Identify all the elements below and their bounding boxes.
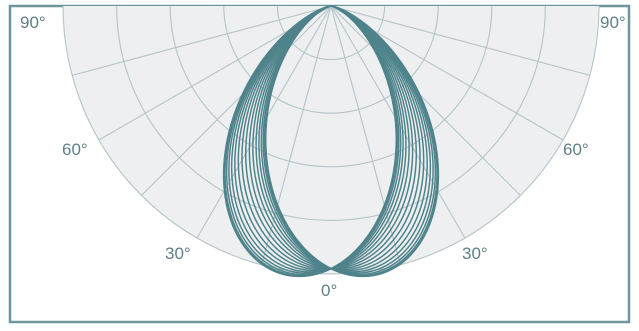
grid-spoke (330, 5, 521, 196)
grid-spoke (71, 5, 332, 76)
angle-label-60-right: 60° (563, 140, 589, 159)
intensity-curves (222, 5, 440, 278)
angle-label-30-right: 30° (462, 244, 488, 263)
angle-labels: 90° 90° 60° 60° 30° 30° 0° (20, 13, 626, 300)
grid-ring (223, 5, 439, 114)
grid-spoke (330, 5, 401, 266)
angle-label-90-left: 90° (20, 13, 46, 32)
polar-grid (62, 5, 600, 275)
grid-ring (62, 5, 600, 275)
grid-spoke (141, 5, 332, 196)
grid-ring (116, 5, 546, 221)
angle-label-90-right: 90° (600, 13, 626, 32)
grid-spoke (330, 5, 591, 76)
angle-label-0: 0° (321, 281, 337, 300)
grid-background (63, 6, 599, 274)
grid-ring (169, 5, 493, 168)
grid-spoke (261, 5, 332, 266)
angle-label-30-left: 30° (165, 244, 191, 263)
angle-label-60-left: 60° (62, 140, 88, 159)
intensity-curve (222, 5, 398, 278)
grid-ring (276, 5, 386, 61)
